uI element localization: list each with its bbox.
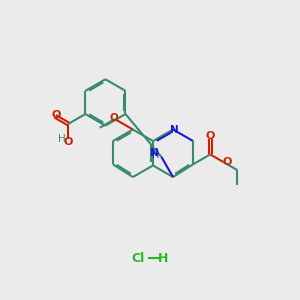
Text: H: H — [152, 150, 160, 160]
Text: O: O — [222, 157, 232, 167]
Text: H: H — [158, 252, 169, 265]
Text: Cl: Cl — [131, 252, 145, 265]
Text: O: O — [64, 136, 73, 147]
Text: N: N — [170, 125, 179, 135]
Text: H: H — [58, 134, 65, 144]
Text: O: O — [206, 131, 215, 141]
Text: N: N — [150, 148, 158, 158]
Text: O: O — [109, 113, 118, 123]
Text: O: O — [51, 110, 61, 120]
